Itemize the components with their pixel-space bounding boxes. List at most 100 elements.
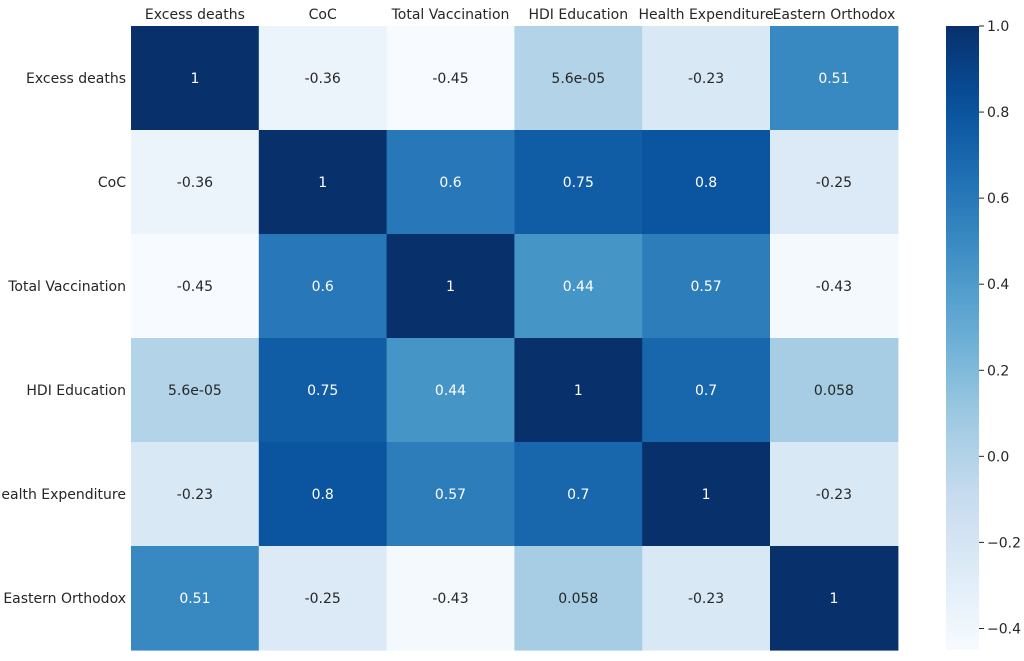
cell-annotation: -0.43 [432,591,468,607]
colorbar-tick-label: −0.2 [987,535,1021,551]
cell-annotation: -0.36 [305,71,341,87]
cell-annotation: 5.6e-05 [551,71,605,87]
cell-annotation: 0.75 [563,175,594,191]
cell-annotation: 1 [574,383,583,399]
x-tick-label: Eastern Orthodox [773,7,896,23]
x-tick-label: Total Vaccination [391,7,510,23]
colorbar-tick-label: −0.4 [987,621,1021,637]
cell-annotation: -0.23 [177,487,213,503]
y-tick-label: Health Expenditure [0,487,126,503]
heatmap-cell [258,546,388,651]
heatmap-cell [386,546,515,651]
heatmap-cell [642,26,771,131]
cell-annotation: 0.57 [435,487,466,503]
cell-annotation: 0.8 [312,487,334,503]
cell-annotation: -0.45 [177,279,213,295]
cell-annotation: 0.51 [179,591,210,607]
heatmap-cells [131,26,899,651]
x-tick-label: Health Expenditure [639,7,774,23]
cell-annotation: 1 [829,591,838,607]
heatmap-cell [131,234,260,339]
heatmap-cell [642,546,771,651]
x-tick-label: CoC [309,7,337,23]
heatmap-cell [770,338,899,443]
heatmap-cell [514,130,643,235]
x-axis-labels: Excess deaths CoC Total Vaccination HDI Edu… [145,7,895,23]
cell-annotation: 0.7 [695,383,717,399]
cell-annotation: 1 [702,487,711,503]
heatmap-cell [642,338,771,443]
heatmap-cell [386,130,515,235]
heatmap-cell [770,130,899,235]
colorbar-tick-label: 0.4 [987,277,1009,293]
heatmap-cell [258,26,388,131]
heatmap-cell [258,442,388,547]
cell-annotation: -0.23 [688,591,724,607]
cell-annotation: 0.8 [695,175,717,191]
heatmap-cell [514,546,643,651]
heatmap-annotations: 1 -0.36 -0.45 5.6e-05 -0.23 0.51-0.36 1 0.6 0.75… [168,71,854,607]
y-axis-labels: Excess deaths CoC Total Vaccination HDI Edu… [0,71,126,607]
heatmap-cell [642,130,771,235]
cell-annotation: 1 [318,175,327,191]
x-tick-label: Excess deaths [145,7,245,23]
cell-annotation: 0.57 [691,279,722,295]
heatmap-cell [131,442,260,547]
heatmap-cell [770,26,899,131]
heatmap-cell [386,234,515,339]
heatmap-cell [131,546,260,651]
cell-annotation: -0.25 [305,591,341,607]
heatmap-cell [642,234,771,339]
cell-annotation: -0.25 [816,175,852,191]
y-tick-label: Excess deaths [26,71,126,87]
colorbar-tick-label: 1.0 [987,19,1009,35]
cell-annotation: 1 [190,71,199,87]
colorbar-tick-label: 0.6 [987,191,1009,207]
cell-annotation: -0.45 [432,71,468,87]
heatmap-cell [514,26,643,131]
heatmap-cell [258,234,388,339]
cell-annotation: -0.36 [177,175,213,191]
heatmap-cell [514,234,643,339]
heatmap-cell [642,442,771,547]
colorbar-tick-label: 0.2 [987,363,1009,379]
cell-annotation: 0.6 [439,175,461,191]
cell-annotation: 5.6e-05 [168,383,222,399]
heatmap-cell [131,130,260,235]
cell-annotation: 0.6 [312,279,334,295]
y-tick-label: HDI Education [26,383,126,399]
y-tick-label: Total Vaccination [7,279,126,295]
heatmap-cell [770,234,899,339]
cell-annotation: -0.23 [816,487,852,503]
heatmap-cell [258,130,388,235]
colorbar-gradient [946,26,979,650]
cell-annotation: -0.43 [816,279,852,295]
colorbar-tick-label: 0.0 [987,449,1009,465]
y-tick-label: CoC [98,175,126,191]
cell-annotation: 0.51 [818,71,849,87]
heatmap-cell [258,338,388,443]
colorbar-tick-label: 0.8 [987,105,1009,121]
cell-annotation: 0.058 [814,383,854,399]
heatmap-cell [514,442,643,547]
heatmap-cell [514,338,643,443]
cell-annotation: 0.44 [563,279,594,295]
heatmap-cell [386,26,515,131]
cell-annotation: 0.058 [558,591,598,607]
cell-annotation: 0.7 [567,487,589,503]
x-tick-label: HDI Education [529,7,629,23]
heatmap-cell [770,442,899,547]
colorbar: 1.0 0.8 0.6 0.4 0.2 0.0 −0.2 −0.4 [946,19,1021,650]
cell-annotation: 0.44 [435,383,466,399]
heatmap-cell [131,338,260,443]
cell-annotation: 1 [446,279,455,295]
cell-annotation: -0.23 [688,71,724,87]
cell-annotation: 0.75 [307,383,338,399]
heatmap-cell [386,338,515,443]
y-tick-label: Eastern Orthodox [3,591,126,607]
heatmap-cell [386,442,515,547]
heatmap-cell [131,26,260,131]
heatmap-cell [770,546,899,651]
